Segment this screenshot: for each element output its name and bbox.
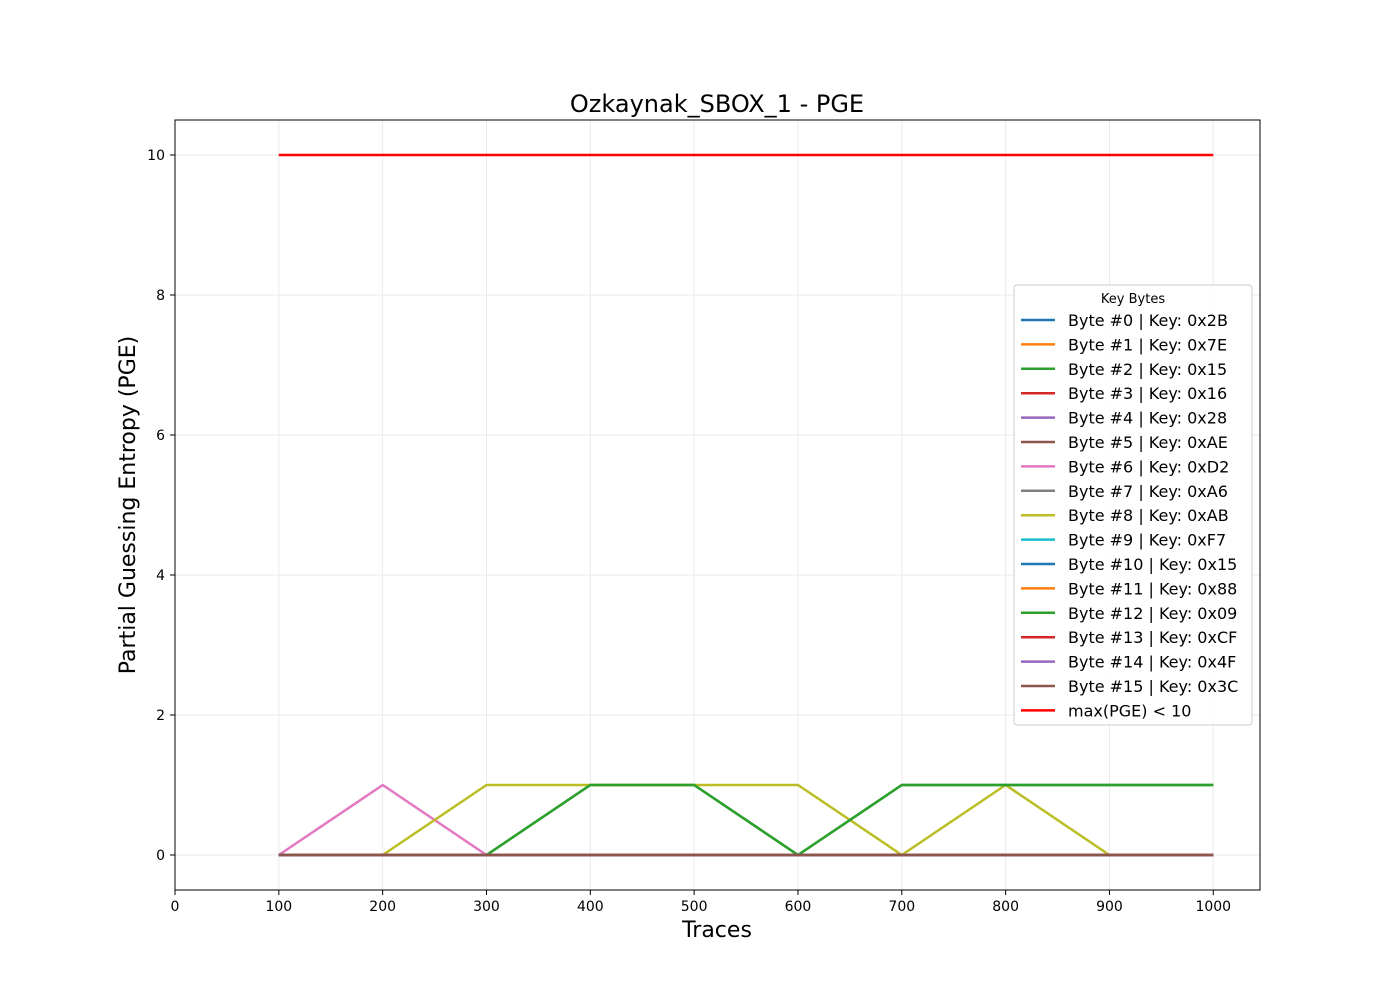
legend-entry-8: Byte #8 | Key: 0xAB [1068, 506, 1229, 525]
legend-entry-3: Byte #3 | Key: 0x16 [1068, 384, 1227, 403]
x-tick-label: 200 [369, 899, 396, 915]
legend-box [1013, 284, 1253, 726]
x-axis-ticks: 0 100 200 300 400 500 600 700 800 900 1000 [171, 890, 1231, 915]
legend-entry-6: Byte #6 | Key: 0xD2 [1068, 457, 1229, 476]
legend-entry-10: Byte #10 | Key: 0x15 [1068, 555, 1237, 574]
legend-entry-0: Byte #0 | Key: 0x2B [1068, 311, 1228, 330]
legend-entry-1: Byte #1 | Key: 0x7E [1068, 335, 1227, 354]
plot-frame [174, 119, 1261, 891]
legend-entry-11: Byte #11 | Key: 0x88 [1068, 579, 1237, 598]
y-axis-title: Partial Guessing Entropy (PGE) [116, 336, 141, 674]
y-axis-ticks: 0 2 4 6 8 10 [147, 148, 175, 864]
x-tick-label: 300 [473, 899, 500, 915]
x-axis-title: Traces [681, 918, 752, 943]
x-tick-label: 800 [992, 899, 1019, 915]
legend-entry-9: Byte #9 | Key: 0xF7 [1068, 531, 1226, 550]
x-tick-label: 900 [1096, 899, 1123, 915]
x-tick-label: 1000 [1195, 899, 1231, 915]
x-tick-label: 100 [265, 899, 292, 915]
legend: Key Bytes Byte #0 | Key: 0x2B Byte #1 | K… [1013, 284, 1253, 726]
y-tick-label: 4 [156, 568, 165, 584]
y-tick-label: 6 [156, 428, 165, 444]
legend-entry-7: Byte #7 | Key: 0xA6 [1068, 482, 1228, 501]
x-tick-label: 700 [888, 899, 915, 915]
y-tick-label: 10 [147, 148, 165, 164]
y-tick-label: 2 [156, 708, 165, 724]
series-line-8 [278, 783, 1214, 857]
x-tick-label: 400 [577, 899, 604, 915]
x-tick-label: 600 [785, 899, 812, 915]
legend-entry-2: Byte #2 | Key: 0x15 [1068, 360, 1227, 379]
y-tick-label: 0 [156, 848, 165, 864]
legend-entry-5: Byte #5 | Key: 0xAE [1068, 433, 1228, 452]
legend-entry-15: Byte #15 | Key: 0x3C [1068, 677, 1238, 696]
chart-title: Ozkaynak_SBOX_1 - PGE [570, 90, 864, 118]
legend-entry-12: Byte #12 | Key: 0x09 [1068, 604, 1237, 623]
legend-title: Key Bytes [1101, 292, 1165, 307]
legend-entry-14: Byte #14 | Key: 0x4F [1068, 653, 1236, 672]
x-tick-label: 0 [171, 899, 180, 915]
x-tick-label: 500 [681, 899, 708, 915]
series-lines [278, 153, 1214, 857]
legend-entry-13: Byte #13 | Key: 0xCF [1068, 628, 1237, 647]
y-tick-label: 8 [156, 288, 165, 304]
legend-entry-4: Byte #4 | Key: 0x28 [1068, 409, 1227, 428]
legend-entry-16: max(PGE) < 10 [1068, 701, 1191, 720]
